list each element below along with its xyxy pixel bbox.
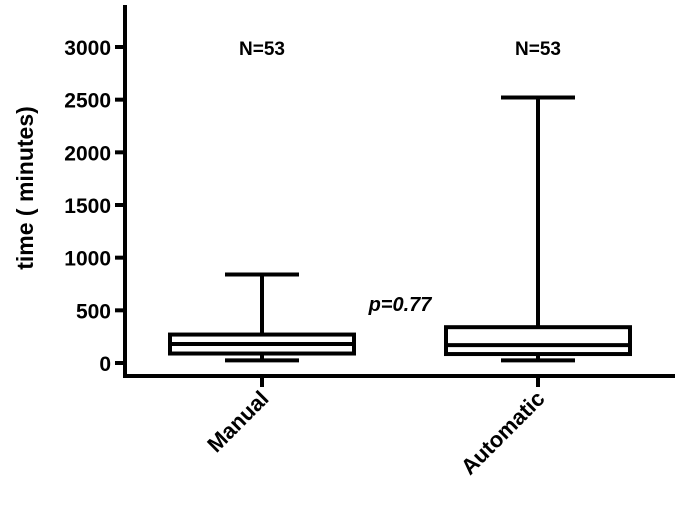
x-tick-label: Manual: [202, 386, 273, 457]
box-manual: N=53: [168, 39, 356, 363]
box-automatic: N=53: [444, 39, 632, 363]
x-tick-label: Automatic: [456, 386, 550, 480]
annotations: p=0.77: [368, 294, 433, 316]
iqr-box: [444, 325, 632, 357]
y-tick-label: 2000: [64, 142, 111, 165]
box-plot-series: N=53 N=53: [168, 39, 632, 363]
y-tick-label: 1500: [64, 195, 111, 218]
x-axis: Manual Automatic: [123, 374, 675, 480]
y-axis: 0 500 1000 1500 2000 2500 3000: [64, 5, 127, 376]
y-axis-title: time ( minutes): [12, 106, 38, 270]
p-value-annotation: p=0.77: [368, 294, 433, 316]
n-label: N=53: [239, 39, 285, 60]
y-tick-label: 3000: [64, 37, 111, 60]
y-tick-label: 500: [76, 300, 111, 323]
y-tick-label: 2500: [64, 90, 111, 113]
y-tick-label: 0: [99, 353, 111, 376]
n-label: N=53: [515, 39, 561, 60]
y-tick-label: 1000: [64, 248, 111, 271]
